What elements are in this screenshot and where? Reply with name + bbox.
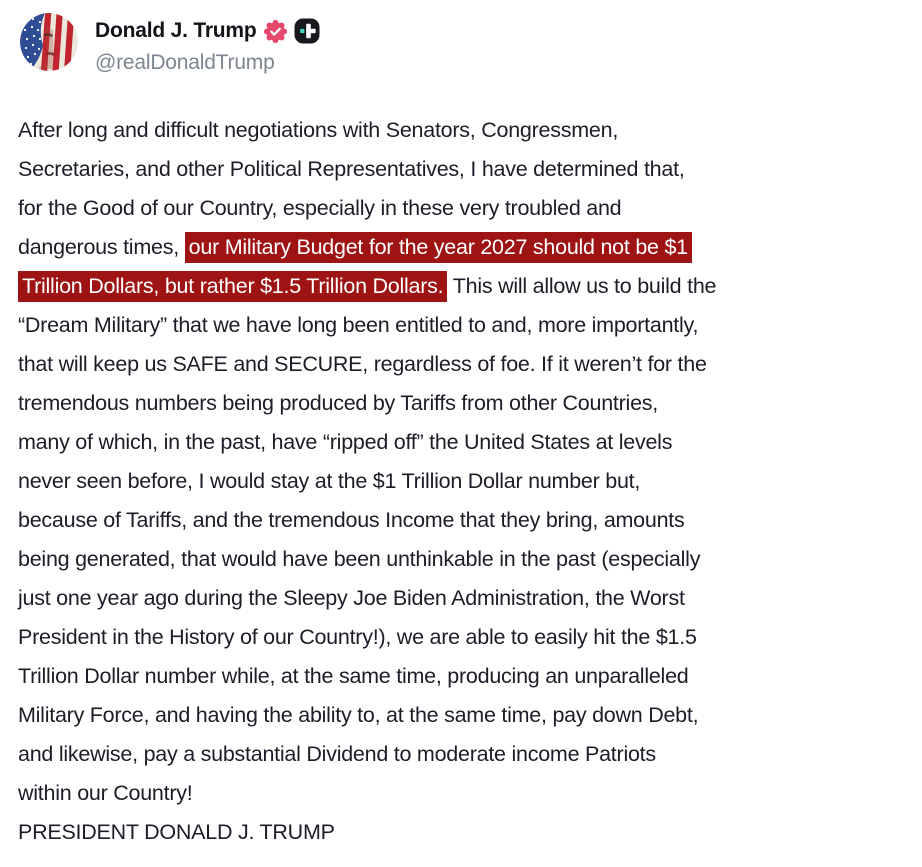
post-line: because of Tariffs, and the tremendous I… <box>18 501 918 540</box>
post-text: Trillion Dollar number while, at the sam… <box>18 664 689 688</box>
highlighted-text: Trillion Dollars, but rather $1.5 Trilli… <box>18 271 448 302</box>
post-line: After long and difficult negotiations wi… <box>18 111 918 150</box>
post-text: because of Tariffs, and the tremendous I… <box>18 508 685 532</box>
post-text: being generated, that would have been un… <box>18 547 701 571</box>
post-line: President in the History of our Country!… <box>18 618 918 657</box>
post-text: and likewise, pay a substantial Dividend… <box>18 742 656 766</box>
post-text: This will allow us to build the <box>447 274 717 298</box>
post-header: Donald J. Trump <box>20 13 320 75</box>
post-line: and likewise, pay a substantial Dividend… <box>18 735 918 774</box>
post-line: “Dream Military” that we have long been … <box>18 306 918 345</box>
post-text: within our Country! <box>18 781 193 805</box>
author-handle[interactable]: @realDonaldTrump <box>95 51 275 74</box>
post-text: never seen before, I would stay at the $… <box>18 469 641 493</box>
highlighted-text: our Military Budget for the year 2027 sh… <box>184 232 692 263</box>
post-line: tremendous numbers being produced by Tar… <box>18 384 918 423</box>
post-line: many of which, in the past, have “ripped… <box>18 423 918 462</box>
flag-face-avatar-image <box>20 13 78 71</box>
post-text: Secretaries, and other Political Represe… <box>18 157 685 181</box>
post-line: Secretaries, and other Political Represe… <box>18 150 918 189</box>
post-text: that will keep us SAFE and SECURE, regar… <box>18 352 707 376</box>
post-line: within our Country! <box>18 774 918 813</box>
post-line: being generated, that would have been un… <box>18 540 918 579</box>
verified-badge-icon <box>263 19 287 43</box>
post-text: many of which, in the past, have “ripped… <box>18 430 673 454</box>
post-text: “Dream Military” that we have long been … <box>18 313 699 337</box>
author-block: Donald J. Trump <box>95 13 320 75</box>
post-text: Military Force, and having the ability t… <box>18 703 699 727</box>
post-line: never seen before, I would stay at the $… <box>18 462 918 501</box>
post-line: for the Good of our Country, especially … <box>18 189 918 228</box>
avatar[interactable] <box>20 13 78 71</box>
post-text: tremendous numbers being produced by Tar… <box>18 391 658 415</box>
author-name-row: Donald J. Trump <box>95 18 320 44</box>
post-line: that will keep us SAFE and SECURE, regar… <box>18 345 918 384</box>
post-line: Trillion Dollar number while, at the sam… <box>18 657 918 696</box>
post-text: President in the History of our Country!… <box>18 625 697 649</box>
post-line: dangerous times, our Military Budget for… <box>18 228 918 267</box>
post-line: just one year ago during the Sleepy Joe … <box>18 579 918 618</box>
post-body: After long and difficult negotiations wi… <box>18 111 918 852</box>
post-line: PRESIDENT DONALD J. TRUMP <box>18 813 918 852</box>
post-text: PRESIDENT DONALD J. TRUMP <box>18 820 335 844</box>
post-text: just one year ago during the Sleepy Joe … <box>18 586 685 610</box>
post-line: Military Force, and having the ability t… <box>18 696 918 735</box>
post-text: dangerous times, <box>18 235 185 259</box>
post-line: Trillion Dollars, but rather $1.5 Trilli… <box>18 267 918 306</box>
truth-plus-badge-icon <box>294 18 320 44</box>
post-text: for the Good of our Country, especially … <box>18 196 622 220</box>
post-text: After long and difficult negotiations wi… <box>18 118 619 142</box>
author-name[interactable]: Donald J. Trump <box>95 19 257 42</box>
